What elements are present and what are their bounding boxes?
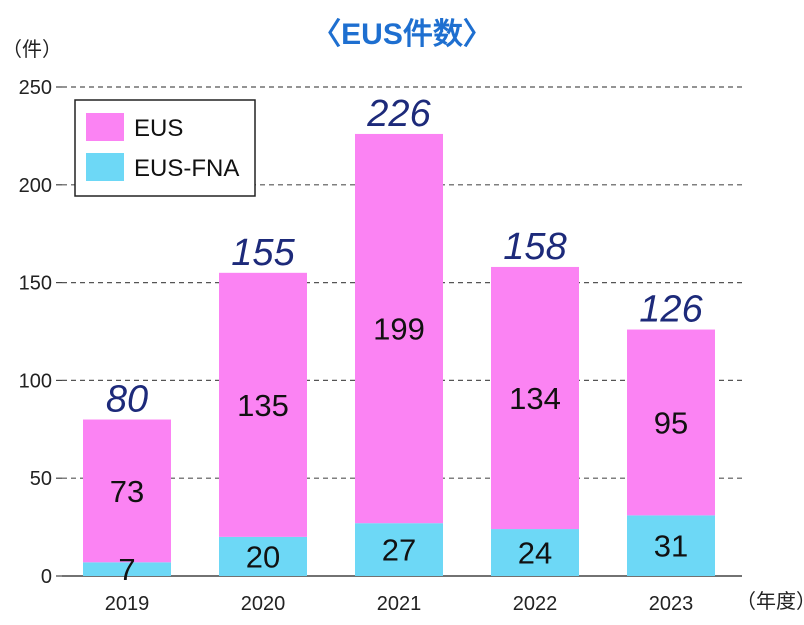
y-tick-label: 250 xyxy=(19,77,52,99)
data-label-eus: 135 xyxy=(237,388,289,423)
data-label-eus-fna: 27 xyxy=(382,533,416,568)
y-tick-label: 200 xyxy=(19,175,52,197)
legend: EUS EUS-FNA xyxy=(74,99,256,197)
bar-eus-fna-2019 xyxy=(83,562,171,576)
x-tick-label: 2021 xyxy=(377,593,422,615)
data-label-eus: 199 xyxy=(373,312,425,347)
x-tick-label: 2020 xyxy=(241,593,286,615)
bar-eus-fna-2022 xyxy=(491,529,579,576)
data-label-eus-fna: 7 xyxy=(118,552,135,587)
bars: 7 73 80 20 135 155 27 199 226 24 134 158 31 95 126 xyxy=(83,93,715,587)
x-axis-unit-label: （年度） xyxy=(736,590,804,613)
x-tick-label: 2022 xyxy=(513,593,558,615)
data-label-eus-fna: 20 xyxy=(246,539,280,574)
bar-eus-2019 xyxy=(83,419,171,563)
total-label: 80 xyxy=(106,379,148,421)
legend-label: EUS xyxy=(134,115,183,142)
y-tick-label: 150 xyxy=(19,273,52,295)
y-axis-ticks: 0 50 100 150 200 250 xyxy=(19,77,62,588)
bar-eus-2022 xyxy=(491,266,579,530)
y-tick-label: 0 xyxy=(41,566,52,588)
bar-eus-2021 xyxy=(355,133,443,524)
y-tick-label: 100 xyxy=(19,370,52,392)
data-label-eus: 73 xyxy=(110,474,144,509)
total-label: 126 xyxy=(639,289,703,331)
x-tick-label: 2019 xyxy=(105,593,150,615)
chart-title: 〈EUS件数〉 xyxy=(311,18,493,51)
x-tick-label: 2023 xyxy=(649,593,694,615)
total-label: 158 xyxy=(503,226,566,268)
data-label-eus-fna: 31 xyxy=(654,529,688,564)
bar-eus-fna-2020 xyxy=(219,536,307,576)
total-label: 226 xyxy=(366,93,431,135)
bar-eus-fna-2021 xyxy=(355,523,443,576)
data-label-eus: 95 xyxy=(654,405,688,440)
data-label-eus: 134 xyxy=(509,381,561,416)
bar-eus-2023 xyxy=(627,329,715,516)
y-axis-unit-label: （件） xyxy=(2,38,62,61)
legend-swatch-eus-fna xyxy=(86,153,124,181)
y-tick-label: 50 xyxy=(30,468,52,490)
bar-eus-2020 xyxy=(219,272,307,537)
x-axis-ticks: 2019 2020 2021 2022 2023 xyxy=(105,593,694,615)
bar-eus-fna-2023 xyxy=(627,515,715,576)
total-label: 155 xyxy=(231,232,295,274)
legend-label: EUS-FNA xyxy=(134,155,239,182)
legend-swatch-eus xyxy=(86,113,124,141)
data-label-eus-fna: 24 xyxy=(518,536,552,571)
